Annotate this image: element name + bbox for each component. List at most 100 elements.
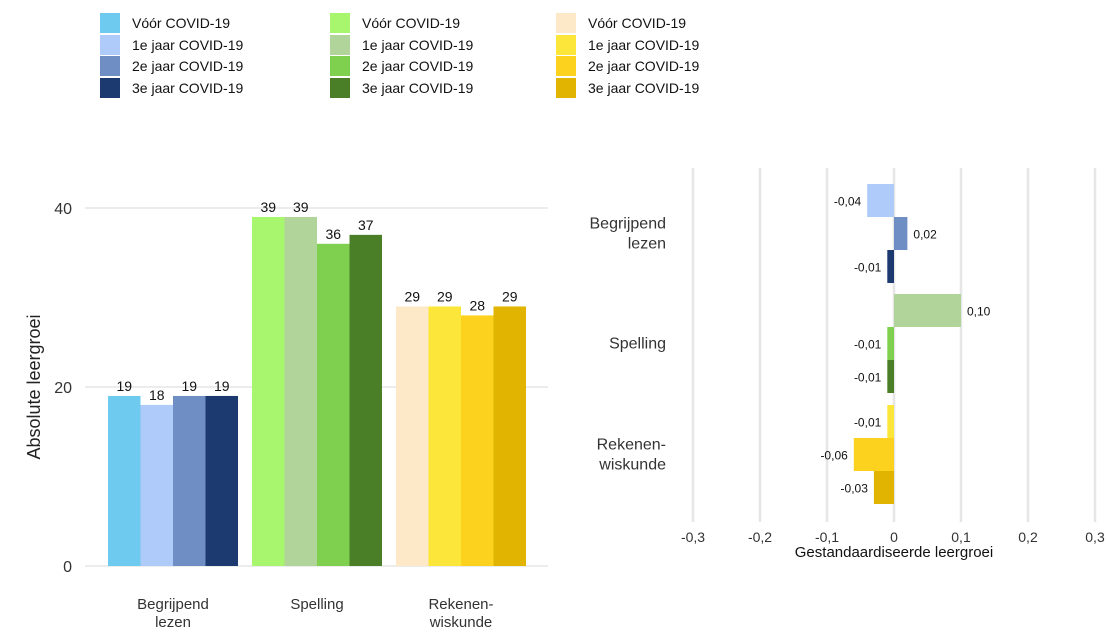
legend-item: Vóór COVID-19: [100, 13, 230, 33]
bar: [894, 294, 961, 327]
legend-item: 1e jaar COVID-19: [556, 35, 699, 55]
standardized-growth-bar-chart: -0,3 -0,2 -0,1 0 0,1 0,2 0,3 Gestandaardiseerde…: [590, 168, 1105, 561]
bar-value-label: 18: [149, 387, 165, 403]
bar-value-label: -0,01: [854, 416, 882, 430]
bar-value-label: 29: [404, 288, 420, 304]
bar: [887, 250, 894, 283]
legend-item: 3e jaar COVID-19: [100, 78, 243, 98]
legend-item: 3e jaar COVID-19: [556, 78, 699, 98]
x-axis-title: Gestandaardiseerde leergroei: [795, 544, 993, 561]
bar: [428, 306, 461, 566]
y-category-label: lezen: [628, 236, 666, 253]
bar: [317, 243, 350, 567]
legend-swatch: [556, 35, 576, 55]
legend-item: 2e jaar COVID-19: [330, 56, 473, 76]
bar: [867, 184, 894, 217]
legend-swatch: [330, 35, 350, 55]
legend-label: 1e jaar COVID-19: [132, 37, 244, 53]
x-category-label: Begrijpend: [137, 596, 209, 613]
bar-value-label: 19: [116, 378, 132, 394]
bar: [252, 216, 285, 566]
legend: Vóór COVID-19 1e jaar COVID-19 2e jaar COV…: [0, 0, 1106, 110]
legend-swatch: [556, 78, 576, 98]
y-tick-label: 40: [54, 201, 72, 218]
legend-label: 2e jaar COVID-19: [588, 58, 700, 74]
y-category-label: wiskunde: [598, 457, 666, 474]
y-tick-label: 20: [54, 380, 72, 397]
legend-swatch: [556, 13, 576, 33]
legend-label: 3e jaar COVID-19: [132, 80, 244, 96]
bar: [396, 306, 429, 566]
legend-item: 2e jaar COVID-19: [100, 56, 243, 76]
x-category-label: Rekenen-: [428, 596, 493, 613]
absolute-growth-bar-chart: 0 20 40 Absolute leergroei 19 18 19 19 Begrijpen…: [24, 199, 548, 631]
bar-value-label: -0,01: [854, 261, 882, 275]
legend-swatch: [330, 78, 350, 98]
legend-swatch: [556, 56, 576, 76]
legend-swatch: [100, 78, 120, 98]
bar-value-label: 39: [293, 199, 309, 215]
legend-item: Vóór COVID-19: [556, 13, 686, 33]
bar: [887, 327, 894, 360]
bar-value-label: 0,02: [913, 228, 937, 242]
bar-value-label: 37: [358, 217, 374, 233]
bar-value-label: 0,10: [967, 305, 991, 319]
legend-item: 2e jaar COVID-19: [556, 56, 699, 76]
bar: [284, 216, 317, 566]
legend-label: 1e jaar COVID-19: [588, 37, 700, 53]
legend-item: 3e jaar COVID-19: [330, 78, 473, 98]
x-tick-label: -0,1: [815, 529, 839, 545]
bar-value-label: -0,03: [841, 482, 869, 496]
legend-label: Vóór COVID-19: [132, 15, 231, 31]
legend-label: 3e jaar COVID-19: [588, 80, 700, 96]
legend-label: 2e jaar COVID-19: [362, 58, 474, 74]
x-tick-label: -0,3: [681, 529, 705, 545]
bar-value-label: 29: [502, 288, 518, 304]
bar-value-label: -0,06: [820, 449, 848, 463]
bar-value-label: 19: [181, 378, 197, 394]
legend-label: 3e jaar COVID-19: [362, 80, 474, 96]
bar: [873, 471, 894, 504]
x-tick-label: 0,2: [1018, 529, 1038, 545]
legend-swatch: [330, 56, 350, 76]
legend-item: 1e jaar COVID-19: [100, 35, 243, 55]
bar-value-label: -0,01: [854, 371, 882, 385]
legend-label: 2e jaar COVID-19: [132, 58, 244, 74]
y-category-label: Spelling: [609, 336, 666, 353]
legend-swatch: [100, 13, 120, 33]
x-category-label: wiskunde: [429, 614, 493, 631]
x-tick-label: 0,1: [951, 529, 971, 545]
bar: [461, 315, 494, 566]
x-tick-label: 0,3: [1085, 529, 1105, 545]
x-tick-label: 0: [890, 529, 898, 545]
bar-value-label: 39: [260, 199, 276, 215]
x-category-label: Spelling: [290, 596, 343, 613]
legend-swatch: [100, 35, 120, 55]
bar-value-label: 19: [214, 378, 230, 394]
bar-value-label: -0,01: [854, 338, 882, 352]
y-category-label: Begrijpend: [590, 216, 667, 233]
legend-item: Vóór COVID-19: [330, 13, 460, 33]
legend-swatch: [100, 56, 120, 76]
bar: [205, 395, 238, 566]
bar: [894, 217, 908, 250]
bar: [173, 395, 206, 566]
bar-value-label: 28: [469, 297, 485, 313]
x-tick-label: -0,2: [748, 529, 772, 545]
y-tick-label: 0: [63, 559, 72, 576]
legend-label: 1e jaar COVID-19: [362, 37, 474, 53]
bar: [349, 234, 382, 566]
x-category-label: lezen: [155, 614, 191, 631]
legend-swatch: [330, 13, 350, 33]
y-category-label: Rekenen-: [597, 437, 666, 454]
bar: [108, 395, 141, 566]
bar: [493, 306, 526, 566]
bar: [853, 438, 894, 471]
bar-value-label: -0,04: [834, 195, 862, 209]
bar-value-label: 29: [437, 288, 453, 304]
legend-item: 1e jaar COVID-19: [330, 35, 473, 55]
y-axis-title: Absolute leergroei: [24, 314, 44, 459]
bar: [140, 404, 173, 566]
bar: [887, 360, 894, 393]
legend-label: Vóór COVID-19: [588, 15, 687, 31]
